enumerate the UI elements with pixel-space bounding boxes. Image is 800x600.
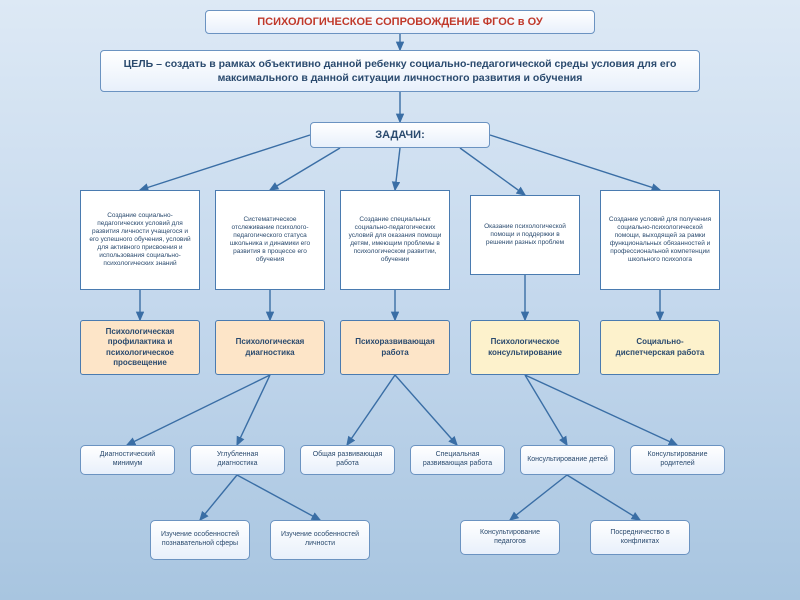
- leaf-r1-3: Специальная развивающая работа: [410, 445, 505, 475]
- task-detail-1: Систематическое отслеживание психолого-п…: [215, 190, 325, 290]
- task-detail-4: Создание условий для получения социально…: [600, 190, 720, 290]
- direction-3: Психологическое консультирование: [470, 320, 580, 375]
- leaf-r2-0: Изучение особенностей познавательной сфе…: [150, 520, 250, 560]
- direction-1: Психологическая диагностика: [215, 320, 325, 375]
- task-detail-3: Оказание психологической помощи и поддер…: [470, 195, 580, 275]
- direction-0: Психологическая профилактика и психологи…: [80, 320, 200, 375]
- leaf-r2-1: Изучение особенностей личности: [270, 520, 370, 560]
- leaf-r1-1: Углубленная диагностика: [190, 445, 285, 475]
- goal-box: ЦЕЛЬ – создать в рамках объективно данно…: [100, 50, 700, 92]
- direction-4: Социально-диспетчерская работа: [600, 320, 720, 375]
- leaf-r2-3: Посредничество в конфликтах: [590, 520, 690, 555]
- task-detail-0: Создание социально-педагогических услови…: [80, 190, 200, 290]
- title-box: ПСИХОЛОГИЧЕСКОЕ СОПРОВОЖДЕНИЕ ФГОС в ОУ: [205, 10, 595, 34]
- leaf-r1-4: Консультирование детей: [520, 445, 615, 475]
- direction-2: Психоразвивающая работа: [340, 320, 450, 375]
- tasks-label-box: ЗАДАЧИ:: [310, 122, 490, 148]
- leaf-r1-0: Диагностический минимум: [80, 445, 175, 475]
- leaf-r1-5: Консультирование родителей: [630, 445, 725, 475]
- leaf-r1-2: Общая развивающая работа: [300, 445, 395, 475]
- task-detail-2: Создание специальных социально-педагогич…: [340, 190, 450, 290]
- leaf-r2-2: Консультирование педагогов: [460, 520, 560, 555]
